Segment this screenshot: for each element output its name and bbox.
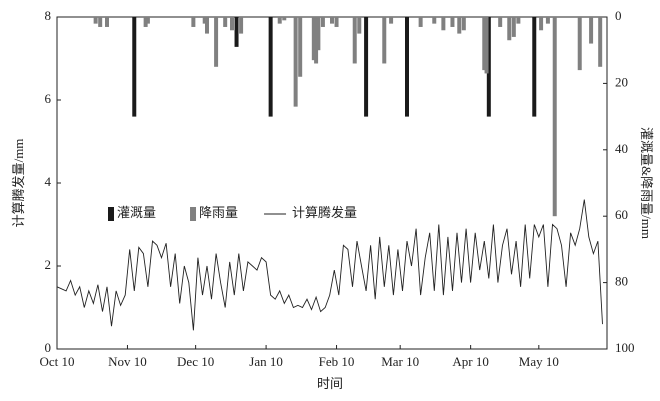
bar — [432, 17, 437, 24]
bar — [320, 17, 325, 27]
bar — [450, 17, 455, 27]
bar — [486, 17, 491, 117]
bar — [316, 17, 321, 51]
y2-tick-label: 60 — [615, 207, 628, 222]
bar — [352, 17, 357, 64]
bar — [389, 17, 394, 24]
bar — [132, 17, 137, 117]
bar — [457, 17, 462, 34]
bar — [202, 17, 207, 24]
bar — [498, 17, 503, 27]
bar — [418, 17, 423, 27]
bar — [507, 17, 512, 41]
bar — [577, 17, 582, 71]
bar — [282, 17, 287, 21]
bar — [223, 17, 228, 27]
x-tick-label: Dec 10 — [177, 354, 214, 369]
legend-label: 计算腾发量 — [292, 205, 357, 220]
y-tick-label: 8 — [45, 8, 52, 23]
y-tick-label: 2 — [45, 257, 52, 272]
bar — [589, 17, 594, 44]
bar — [382, 17, 387, 64]
line — [56, 199, 603, 331]
bar — [234, 17, 239, 47]
y2-tick-label: 80 — [615, 274, 628, 289]
x-tick-label: Jan 10 — [249, 354, 283, 369]
legend-swatch — [190, 207, 197, 221]
y2-axis-label: 灌溉量&降雨量/mm — [639, 127, 654, 239]
bar — [145, 17, 150, 24]
y-tick-label: 0 — [45, 340, 52, 355]
bar — [461, 17, 466, 31]
bar — [205, 17, 209, 34]
bar — [539, 17, 544, 31]
bar — [311, 17, 316, 61]
bar — [405, 17, 409, 117]
bar — [511, 17, 516, 37]
bar — [334, 17, 339, 27]
bar — [214, 17, 219, 67]
legend-swatch — [108, 207, 114, 221]
x-axis-label: 时间 — [317, 376, 343, 391]
bar — [239, 17, 244, 34]
x-tick-label: Feb 10 — [319, 354, 355, 369]
bar — [230, 17, 234, 31]
bar — [357, 17, 362, 34]
bar — [293, 17, 298, 107]
bar — [545, 17, 550, 24]
x-tick-label: Mar 10 — [381, 354, 419, 369]
x-tick-label: May 10 — [519, 354, 559, 369]
x-tick-label: Nov 10 — [108, 354, 147, 369]
bar — [441, 17, 446, 31]
bar — [277, 17, 282, 24]
bar — [552, 17, 557, 217]
y-tick-label: 6 — [45, 91, 52, 106]
y-axis-label: 计算腾发量/mm — [11, 139, 26, 228]
plot-frame — [56, 16, 608, 350]
bar — [268, 17, 273, 117]
bar — [191, 17, 196, 27]
y2-tick-label: 40 — [615, 141, 628, 156]
bar — [105, 17, 109, 27]
y2-tick-label: 20 — [615, 74, 628, 89]
bar — [364, 17, 369, 117]
bar — [93, 17, 98, 24]
y2-tick-label: 100 — [615, 340, 635, 355]
bar — [314, 17, 319, 64]
legend-label: 降雨量 — [199, 205, 238, 220]
bar — [516, 17, 521, 24]
bar — [298, 17, 303, 77]
bar — [143, 17, 148, 27]
y-tick-label: 4 — [45, 174, 52, 189]
x-tick-label: Oct 10 — [39, 354, 74, 369]
bar — [482, 17, 487, 71]
x-tick-label: Apr 10 — [452, 354, 488, 369]
bar — [532, 17, 537, 117]
bar — [330, 17, 334, 24]
bar — [484, 17, 489, 74]
bar — [598, 17, 603, 67]
legend-label: 灌溉量 — [117, 205, 156, 220]
bar — [98, 17, 103, 27]
y2-tick-label: 0 — [615, 8, 622, 23]
